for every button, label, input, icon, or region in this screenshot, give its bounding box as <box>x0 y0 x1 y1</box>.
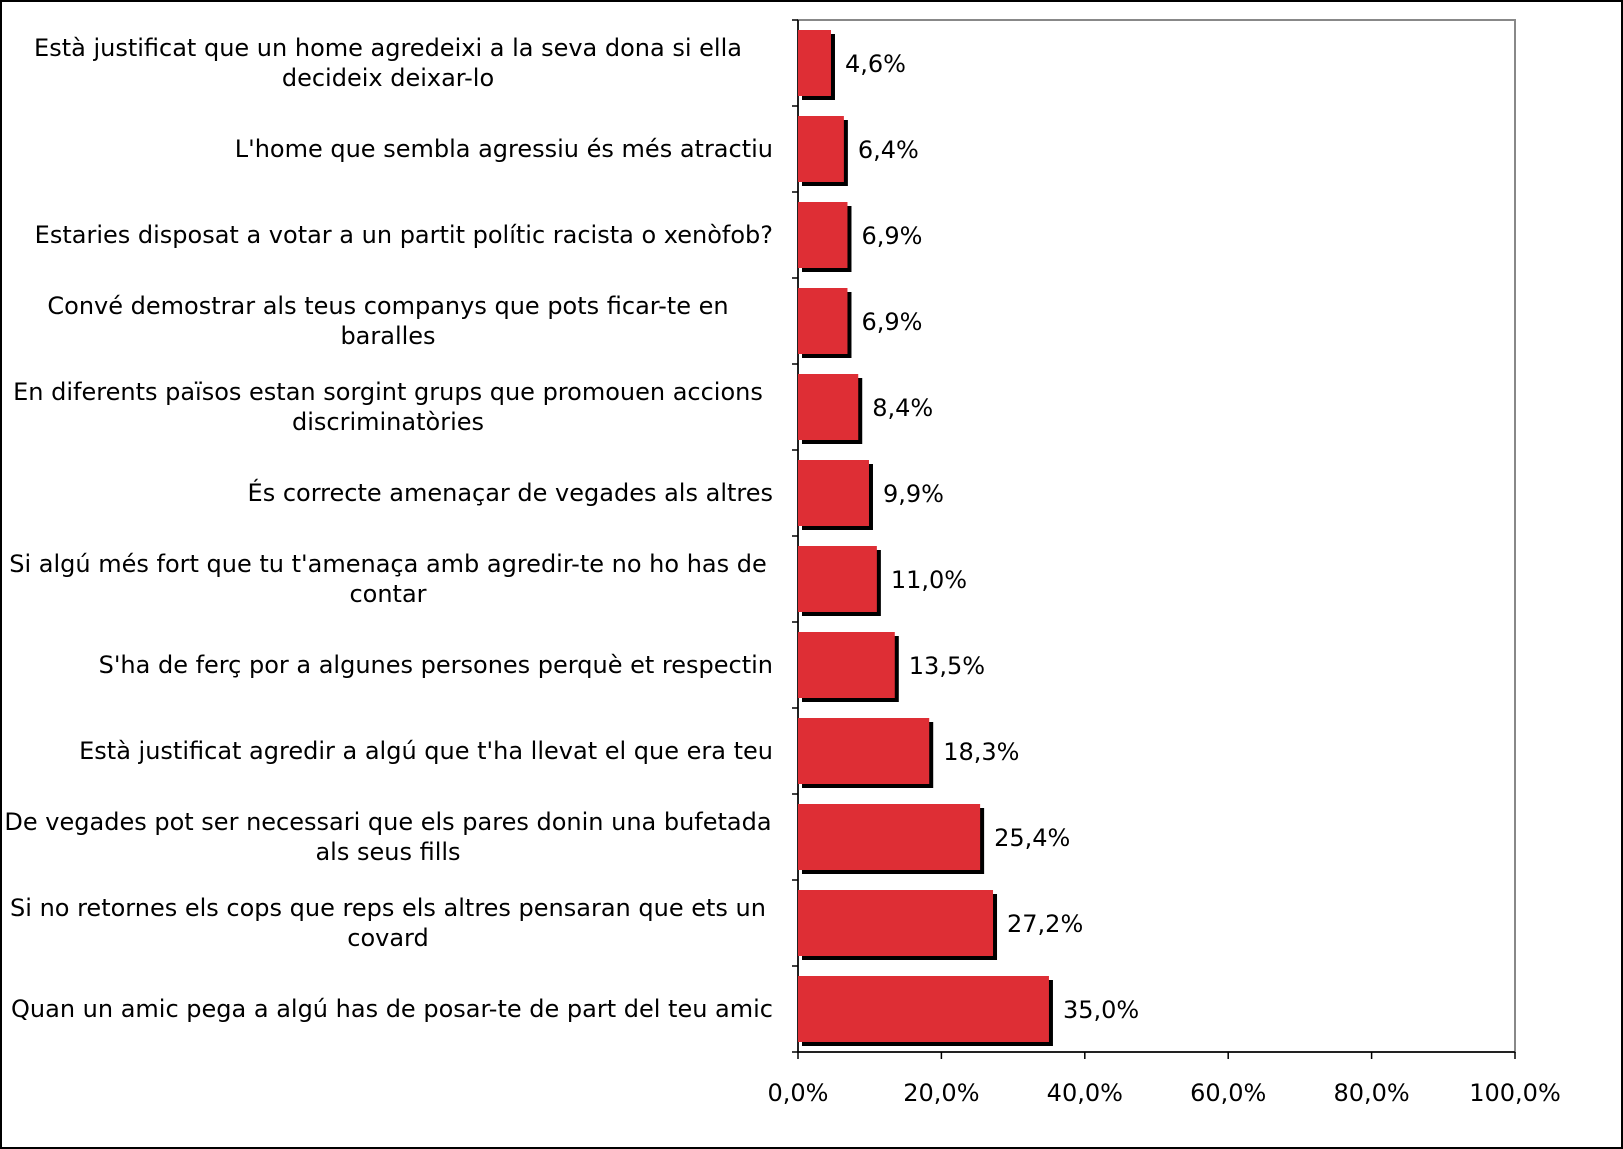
x-tick-label: 0,0% <box>768 1079 829 1107</box>
category-label-box: En diferents països estan sorgint grups … <box>3 364 773 450</box>
x-tick-label: 20,0% <box>903 1079 979 1107</box>
bar <box>798 546 877 612</box>
category-label: Està justificat agredir a algú que t'ha … <box>79 737 773 765</box>
category-label-box: És correcte amenaçar de vegades als altr… <box>3 450 773 536</box>
category-label: Quan un amic pega a algú has de posar-te… <box>11 995 773 1023</box>
x-tick-label: 80,0% <box>1333 1079 1409 1107</box>
category-label: Estaries disposat a votar a un partit po… <box>34 221 773 249</box>
value-label: 6,9% <box>861 222 922 250</box>
value-label: 11,0% <box>891 566 967 594</box>
value-label: 35,0% <box>1063 996 1139 1024</box>
category-label-box: Està justificat agredir a algú que t'ha … <box>3 708 773 794</box>
value-label: 9,9% <box>883 480 944 508</box>
category-label-box: Està justificat que un home agredeixi a … <box>3 20 773 106</box>
category-label-box: Estaries disposat a votar a un partit po… <box>3 192 773 278</box>
value-label: 8,4% <box>872 394 933 422</box>
category-label-box: Si algú més fort que tu t'amenaça amb ag… <box>3 536 773 622</box>
category-label: L'home que sembla agressiu és més atract… <box>234 135 773 163</box>
bar <box>798 804 981 870</box>
category-label: En diferents països estan sorgint grups … <box>13 378 763 436</box>
value-label: 6,4% <box>858 136 919 164</box>
category-label-box: S'ha de ferç por a algunes persones perq… <box>3 622 773 708</box>
bar <box>798 30 831 96</box>
bar <box>798 116 844 182</box>
bar <box>798 288 848 354</box>
category-label: És correcte amenaçar de vegades als altr… <box>247 479 773 507</box>
category-label: Si algú més fort que tu t'amenaça amb ag… <box>9 550 767 608</box>
category-label: S'ha de ferç por a algunes persones perq… <box>98 651 773 679</box>
value-label: 27,2% <box>1007 910 1083 938</box>
category-label-box: Quan un amic pega a algú has de posar-te… <box>3 966 773 1052</box>
category-label: Convé demostrar als teus companys que po… <box>47 292 729 350</box>
category-label: Si no retornes els cops que reps els alt… <box>10 894 766 952</box>
bar <box>798 460 869 526</box>
category-label: De vegades pot ser necessari que els par… <box>4 808 772 866</box>
value-label: 13,5% <box>909 652 985 680</box>
value-label: 4,6% <box>845 50 906 78</box>
category-label-box: Convé demostrar als teus companys que po… <box>3 278 773 364</box>
bar <box>798 718 930 784</box>
x-tick-label: 40,0% <box>1047 1079 1123 1107</box>
value-label: 18,3% <box>943 738 1019 766</box>
value-label: 6,9% <box>861 308 922 336</box>
bar <box>798 202 848 268</box>
bar <box>798 890 994 956</box>
x-tick-label: 100,0% <box>1469 1079 1561 1107</box>
category-label-box: L'home que sembla agressiu és més atract… <box>3 106 773 192</box>
value-label: 25,4% <box>994 824 1070 852</box>
x-tick-label: 60,0% <box>1190 1079 1266 1107</box>
bar <box>798 976 1049 1042</box>
bar <box>798 374 859 440</box>
category-label: Està justificat que un home agredeixi a … <box>34 34 742 92</box>
bar <box>798 632 895 698</box>
category-label-box: Si no retornes els cops que reps els alt… <box>3 880 773 966</box>
category-label-box: De vegades pot ser necessari que els par… <box>3 794 773 880</box>
